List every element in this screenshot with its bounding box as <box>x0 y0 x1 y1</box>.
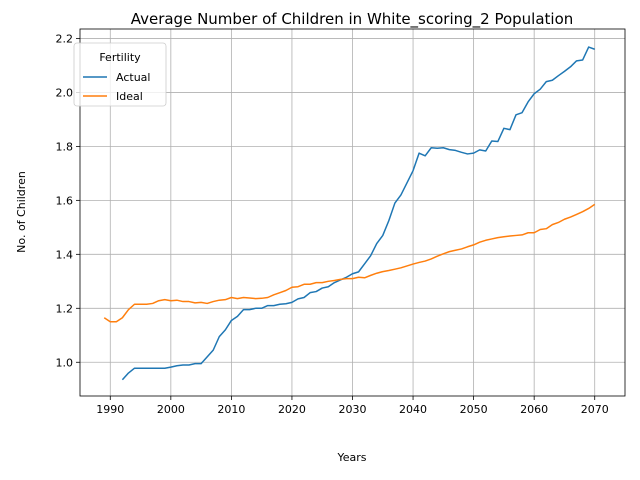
series-line-ideal <box>103 203 596 323</box>
legend-box <box>73 42 167 107</box>
x-tick-label: 1990 <box>96 403 124 416</box>
chart-title: Average Number of Children in White_scor… <box>131 10 574 29</box>
x-tick-label: 2070 <box>581 403 609 416</box>
x-tick-label: 2040 <box>399 403 427 416</box>
x-axis-label: Years <box>336 451 366 464</box>
series-line-actual <box>121 46 595 381</box>
x-tick-label: 2000 <box>157 403 185 416</box>
y-tick-label: 1.4 <box>56 248 74 261</box>
axis-ticks: 1990 2000 2010 2020 2030 2040 2050 2060 2070 1.0 1… <box>56 32 609 416</box>
y-tick-label: 2.2 <box>56 32 74 45</box>
series-lines <box>103 46 596 381</box>
legend-label-actual: Actual <box>116 71 150 84</box>
legend-title: Fertility <box>99 51 141 64</box>
x-tick-label: 2030 <box>339 403 367 416</box>
x-tick-label: 2060 <box>520 403 548 416</box>
x-tick-label: 2010 <box>217 403 245 416</box>
legend-label-ideal: Ideal <box>116 90 143 103</box>
x-tick-label: 2050 <box>460 403 488 416</box>
x-tick-label: 2020 <box>278 403 306 416</box>
y-tick-label: 1.0 <box>56 356 74 369</box>
y-tick-label: 2.0 <box>56 86 74 99</box>
y-tick-label: 1.2 <box>56 302 74 315</box>
y-axis-label: No. of Children <box>15 171 28 253</box>
legend: Fertility Actual Ideal <box>73 42 167 107</box>
y-tick-label: 1.6 <box>56 194 74 207</box>
y-tick-label: 1.8 <box>56 140 74 153</box>
grid <box>80 29 625 396</box>
